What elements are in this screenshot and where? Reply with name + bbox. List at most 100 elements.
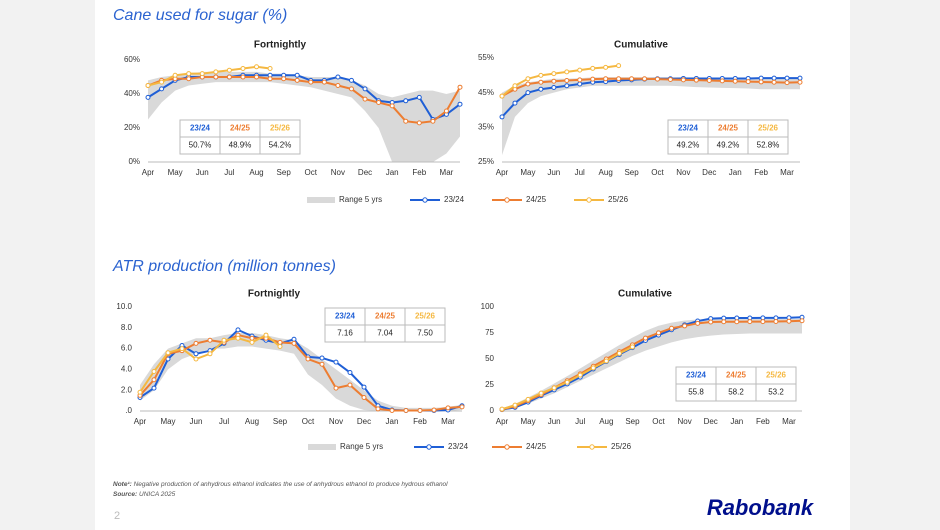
x-tick-label: Apr: [496, 168, 509, 177]
x-tick-label: Nov: [329, 417, 343, 426]
marker: [305, 356, 311, 362]
x-tick-label: Jul: [224, 168, 234, 177]
table-value: 49.2%: [717, 141, 740, 150]
marker: [708, 319, 714, 325]
marker: [193, 351, 199, 357]
x-tick-label: Sep: [273, 417, 288, 426]
marker: [213, 69, 219, 75]
marker: [758, 79, 764, 85]
marker: [590, 365, 596, 371]
marker: [235, 327, 241, 333]
marker: [771, 75, 777, 81]
marker: [721, 319, 727, 325]
marker: [642, 335, 648, 341]
marker: [294, 72, 300, 78]
marker: [538, 86, 544, 92]
marker: [564, 379, 570, 385]
legend-marker: [504, 444, 510, 450]
table-header: 25/26: [415, 312, 436, 321]
x-tick-label: Dec: [358, 168, 372, 177]
marker: [512, 83, 518, 89]
table-header: 23/24: [686, 371, 707, 380]
x-tick-label: Feb: [412, 168, 426, 177]
marker: [693, 77, 699, 83]
x-tick-label: Aug: [599, 168, 613, 177]
x-tick-label: Oct: [652, 417, 665, 426]
marker: [333, 385, 339, 391]
marker: [457, 101, 463, 107]
x-tick-label: Jul: [575, 417, 585, 426]
marker: [551, 385, 557, 391]
marker: [564, 69, 570, 75]
legend-label: 25/26: [611, 442, 632, 451]
marker: [430, 118, 436, 124]
marker: [603, 76, 609, 82]
marker: [551, 84, 557, 90]
marker: [642, 76, 648, 82]
x-tick-label: Jun: [196, 168, 209, 177]
y-tick-label: 2.0: [121, 385, 133, 394]
x-tick-label: Oct: [651, 168, 664, 177]
y-tick-label: 25: [485, 380, 494, 389]
marker: [797, 75, 803, 81]
x-tick-label: Sep: [624, 168, 639, 177]
marker: [186, 71, 192, 77]
marker: [207, 337, 213, 343]
x-tick-label: Jan: [386, 168, 399, 177]
table-value: 52.8%: [757, 141, 780, 150]
marker: [499, 406, 505, 412]
marker: [277, 344, 283, 350]
marker: [249, 339, 255, 345]
marker: [525, 396, 531, 402]
marker: [695, 320, 701, 326]
legend-swatch: [307, 197, 335, 203]
marker: [538, 72, 544, 78]
marker: [538, 390, 544, 396]
marker: [319, 361, 325, 367]
marker: [403, 118, 409, 124]
y-tick-label: 50: [485, 354, 494, 363]
marker: [747, 319, 753, 325]
marker: [348, 86, 354, 92]
table-header: 23/24: [678, 124, 699, 133]
legend-label: 23/24: [448, 442, 469, 451]
marker: [417, 407, 423, 413]
table-header: 24/25: [726, 371, 747, 380]
marker: [145, 94, 151, 100]
y-tick-label: 10.0: [116, 302, 132, 311]
range-band: [502, 77, 800, 156]
marker: [291, 336, 297, 342]
x-tick-label: May: [521, 417, 536, 426]
x-tick-label: Jan: [386, 417, 399, 426]
section-title: ATR production (million tonnes): [112, 258, 336, 275]
x-tick-label: Nov: [331, 168, 345, 177]
marker: [319, 355, 325, 361]
y-tick-label: 40%: [124, 89, 140, 98]
marker: [151, 385, 157, 391]
y-tick-label: 0%: [128, 157, 140, 166]
marker: [335, 74, 341, 80]
marker: [629, 344, 635, 350]
marker: [240, 74, 246, 80]
marker: [457, 84, 463, 90]
page-number: 2: [114, 510, 120, 522]
y-tick-label: 75: [485, 328, 494, 337]
marker: [616, 350, 622, 356]
marker: [512, 100, 518, 106]
marker: [760, 319, 766, 325]
logo: Rabobank: [707, 495, 815, 520]
x-tick-label: Jun: [190, 417, 203, 426]
marker: [347, 382, 353, 388]
marker: [577, 81, 583, 87]
marker: [186, 76, 192, 82]
marker: [784, 75, 790, 81]
y-tick-label: .0: [125, 406, 132, 415]
table-header: 24/25: [230, 124, 251, 133]
x-tick-label: Dec: [702, 168, 716, 177]
marker: [249, 335, 255, 341]
marker: [376, 100, 382, 105]
table-header: 24/25: [718, 124, 739, 133]
marker: [499, 93, 505, 99]
x-tick-label: Apr: [134, 417, 147, 426]
